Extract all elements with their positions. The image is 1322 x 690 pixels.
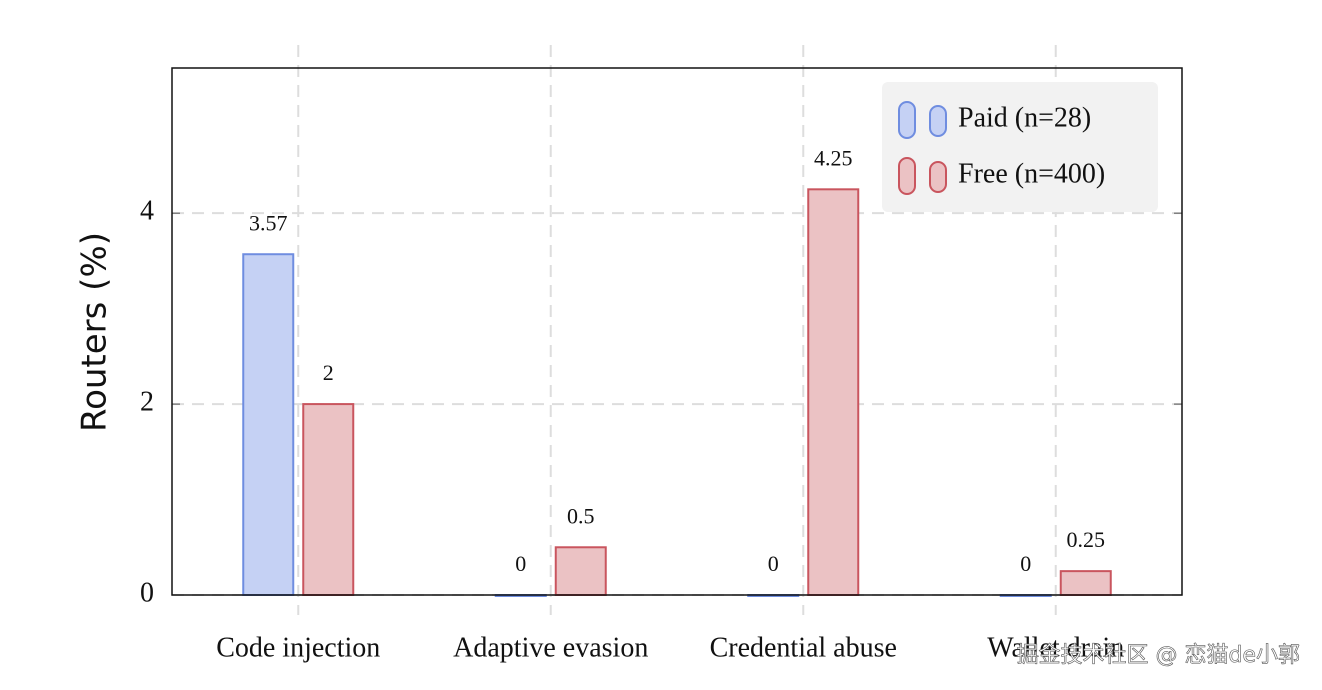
- plot-frame: [171, 67, 1183, 596]
- bar: [807, 188, 860, 596]
- legend-swatch: [929, 105, 947, 137]
- value-label: 0.25: [1067, 527, 1106, 552]
- legend-label: Paid (n=28): [958, 102, 1091, 133]
- y-tick-label: 0: [140, 577, 154, 608]
- value-label: 2: [323, 360, 334, 385]
- value-label: 0.5: [567, 503, 595, 528]
- y-tick-label: 2: [140, 387, 154, 418]
- legend-swatch: [929, 161, 947, 193]
- legend-swatch: [898, 157, 916, 195]
- legend-label: Free (n=400): [958, 158, 1105, 189]
- legend-box: [882, 82, 1158, 212]
- value-label: 4.25: [814, 145, 853, 170]
- x-tick-label: Credential abuse: [710, 632, 897, 663]
- watermark: 掘金技术社区 @ 恋猫de小郭: [1017, 643, 1301, 668]
- y-axis-label: Routers (%): [75, 232, 115, 432]
- bar: [1059, 570, 1112, 596]
- value-label: 3.57: [249, 210, 288, 235]
- x-tick-label: Adaptive evasion: [453, 632, 648, 663]
- legend-swatch: [898, 101, 916, 139]
- y-tick-label: 4: [140, 196, 154, 227]
- x-tick-label: Wallet drain: [987, 632, 1124, 663]
- bar: [242, 253, 295, 597]
- value-label: 0: [768, 551, 779, 576]
- value-label: 0: [515, 551, 526, 576]
- bar: [554, 546, 607, 596]
- bar: [302, 403, 355, 596]
- x-tick-label: Code injection: [216, 632, 380, 663]
- value-label: 0: [1020, 551, 1031, 576]
